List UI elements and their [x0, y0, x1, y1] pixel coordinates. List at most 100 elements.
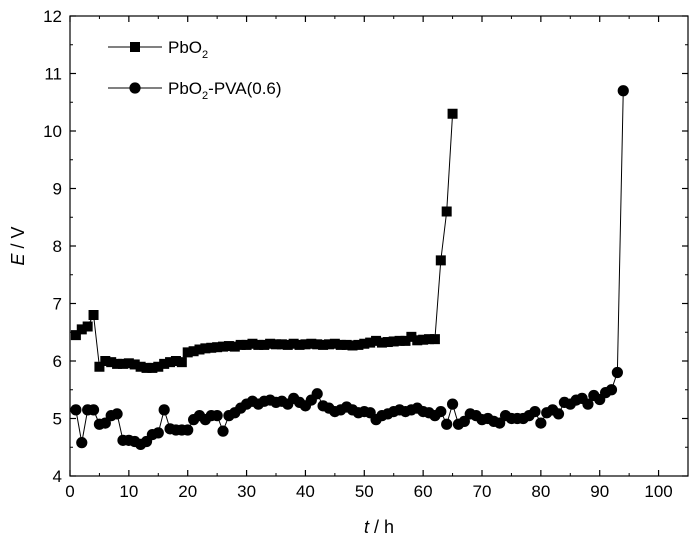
series-pbo2-pva-point — [76, 437, 88, 449]
series-pbo2-pva-point — [458, 415, 470, 427]
axes: 0 10 20 30 40 50 60 70 80 90 100 4 5 6 7 8 9 10 11 12 t / h E… — [8, 7, 689, 537]
series-pbo2-point — [282, 339, 293, 350]
series-pbo2-point — [153, 361, 164, 372]
series-pbo2-point — [135, 361, 146, 372]
series-pbo2-point — [82, 321, 93, 332]
series-pbo2-point — [288, 338, 299, 349]
series-pbo2-pva-point — [535, 417, 547, 429]
series-pbo2-point — [223, 341, 234, 352]
series-pbo2-pva-point — [87, 404, 100, 416]
x-axis-title: t / h — [364, 517, 394, 537]
legend: PbO2 PbO2-PVA(0.6) — [108, 38, 282, 102]
x-tick-label: 10 — [119, 482, 138, 501]
series-pbo2-pva — [70, 85, 629, 450]
series-pbo2-pva-point — [70, 404, 82, 416]
series-pbo2-point — [441, 206, 452, 217]
series-pbo2-pva-line — [75, 90, 624, 445]
series-pbo2-point — [141, 362, 152, 373]
series-pbo2-pva-point — [611, 366, 623, 379]
series-pbo2-point — [147, 362, 158, 373]
legend-item-pbo2: PbO2 — [108, 38, 208, 61]
series-pbo2-pva-point — [435, 406, 447, 418]
series-pbo2-point — [418, 334, 429, 345]
series-pbo2-pva-point — [617, 85, 629, 97]
series-pbo2-pva-point — [529, 406, 541, 418]
series-pbo2-pva-point — [182, 424, 194, 436]
y-tick-label: 10 — [43, 122, 62, 141]
series-pbo2-point — [353, 339, 364, 350]
series-pbo2-point — [218, 341, 229, 352]
series-pbo2-pva-point — [446, 398, 459, 410]
legend-marker — [129, 82, 141, 94]
series-pbo2-point — [329, 338, 340, 349]
series-pbo2-point — [300, 339, 311, 350]
y-tick-label: 8 — [53, 237, 62, 256]
series-pbo2-point — [382, 337, 393, 348]
series-pbo2-point — [259, 339, 270, 350]
series-pbo2-point — [359, 338, 370, 349]
legend-marker — [130, 42, 140, 52]
series-pbo2-pva-point — [111, 408, 123, 420]
series-pbo2-point — [106, 357, 117, 368]
y-axis-title: E / V — [8, 226, 28, 265]
series-pbo2-point — [388, 336, 399, 347]
y-tick-label: 12 — [43, 7, 62, 26]
series-pbo2-point — [318, 339, 329, 350]
series-pbo2-point — [294, 339, 305, 350]
series-pbo2-pva-point — [158, 404, 170, 416]
series-pbo2-pva-point — [152, 427, 164, 439]
plot-area — [70, 85, 629, 450]
series-pbo2-point — [247, 338, 258, 349]
series-pbo2-point — [400, 335, 411, 346]
series-pbo2-point — [241, 339, 252, 350]
series-pbo2-point — [70, 330, 81, 341]
series-pbo2-point — [129, 359, 140, 370]
series-pbo2-point — [265, 338, 276, 349]
x-tick-label: 20 — [178, 482, 197, 501]
series-pbo2-point — [312, 339, 323, 350]
x-tick-label: 40 — [296, 482, 315, 501]
series-pbo2-point — [435, 255, 446, 266]
series-pbo2-point — [182, 347, 193, 358]
y-tick-label: 4 — [53, 467, 62, 486]
series-pbo2-point — [100, 356, 111, 366]
series-pbo2-point — [394, 335, 405, 346]
series-pbo2-point — [229, 341, 240, 352]
series-pbo2-point — [429, 334, 440, 345]
series-pbo2-point — [200, 343, 211, 354]
x-tick-label: 80 — [531, 482, 550, 501]
series-pbo2-line — [75, 113, 454, 369]
x-tick-label: 0 — [65, 482, 74, 501]
series-pbo2-pva-point — [311, 388, 323, 400]
series-pbo2-point — [235, 339, 246, 350]
x-tick-label: 70 — [473, 482, 492, 501]
series-pbo2-point — [170, 356, 181, 366]
y-tick-label: 9 — [53, 180, 62, 199]
series-pbo2-pva-point — [552, 408, 565, 420]
y-tick-label: 5 — [53, 410, 62, 429]
series-pbo2-point — [424, 334, 435, 345]
series-pbo2-point — [212, 342, 223, 353]
series-pbo2-point — [412, 335, 423, 346]
series-pbo2-point — [341, 339, 352, 350]
series-pbo2-point — [88, 310, 99, 320]
x-tick-label: 50 — [355, 482, 374, 501]
y-tick-label: 6 — [53, 352, 62, 371]
series-pbo2-point — [117, 358, 128, 369]
series-pbo2-pva-point — [605, 384, 618, 396]
series-pbo2-point — [112, 358, 123, 369]
series-pbo2-point — [447, 108, 458, 119]
x-tick-label: 60 — [414, 482, 433, 501]
series-pbo2-point — [365, 337, 376, 348]
series-pbo2-point — [347, 340, 358, 351]
series-pbo2 — [70, 108, 458, 373]
series-pbo2-point — [176, 357, 187, 368]
series-pbo2-point — [306, 338, 317, 349]
series-pbo2-point — [335, 339, 346, 350]
series-pbo2-pva-point — [99, 417, 111, 429]
series-pbo2-point — [165, 357, 176, 368]
x-tick-label: 100 — [644, 482, 672, 501]
series-pbo2-point — [376, 337, 387, 348]
series-pbo2-pva-point — [582, 398, 594, 410]
